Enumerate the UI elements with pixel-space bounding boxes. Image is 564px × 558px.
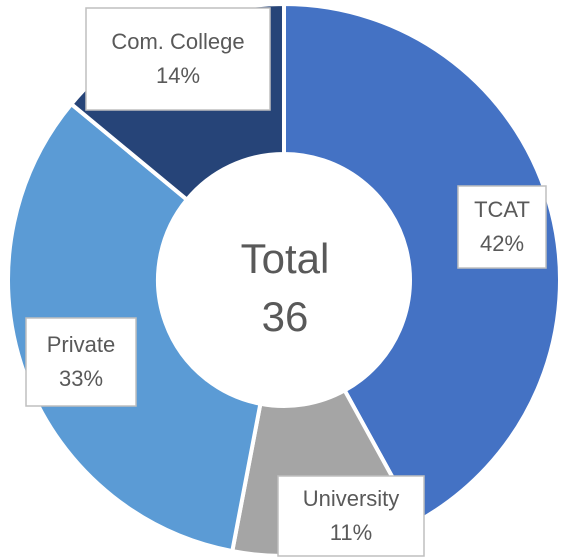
- center-value: 36: [262, 293, 309, 340]
- label-value: 11%: [330, 520, 372, 545]
- label-box: [85, 7, 271, 111]
- center-title: Total: [241, 235, 330, 282]
- label-value: 33%: [59, 366, 103, 391]
- label-category: Private: [47, 332, 115, 357]
- slice: [282, 1, 562, 525]
- label-category: Com. College: [111, 29, 244, 54]
- data-label: Com. College 14%: [85, 7, 271, 111]
- data-label: University 11%: [277, 475, 425, 557]
- label-category: University: [303, 486, 400, 511]
- label-value: 42%: [480, 231, 524, 256]
- data-label: TCAT 42%: [457, 185, 547, 269]
- label-box: [25, 317, 137, 407]
- label-box: [457, 185, 547, 269]
- label-value: 14%: [156, 63, 200, 88]
- data-label: Private 33%: [25, 317, 137, 407]
- label-box: [277, 475, 425, 557]
- label-category: TCAT: [474, 197, 530, 222]
